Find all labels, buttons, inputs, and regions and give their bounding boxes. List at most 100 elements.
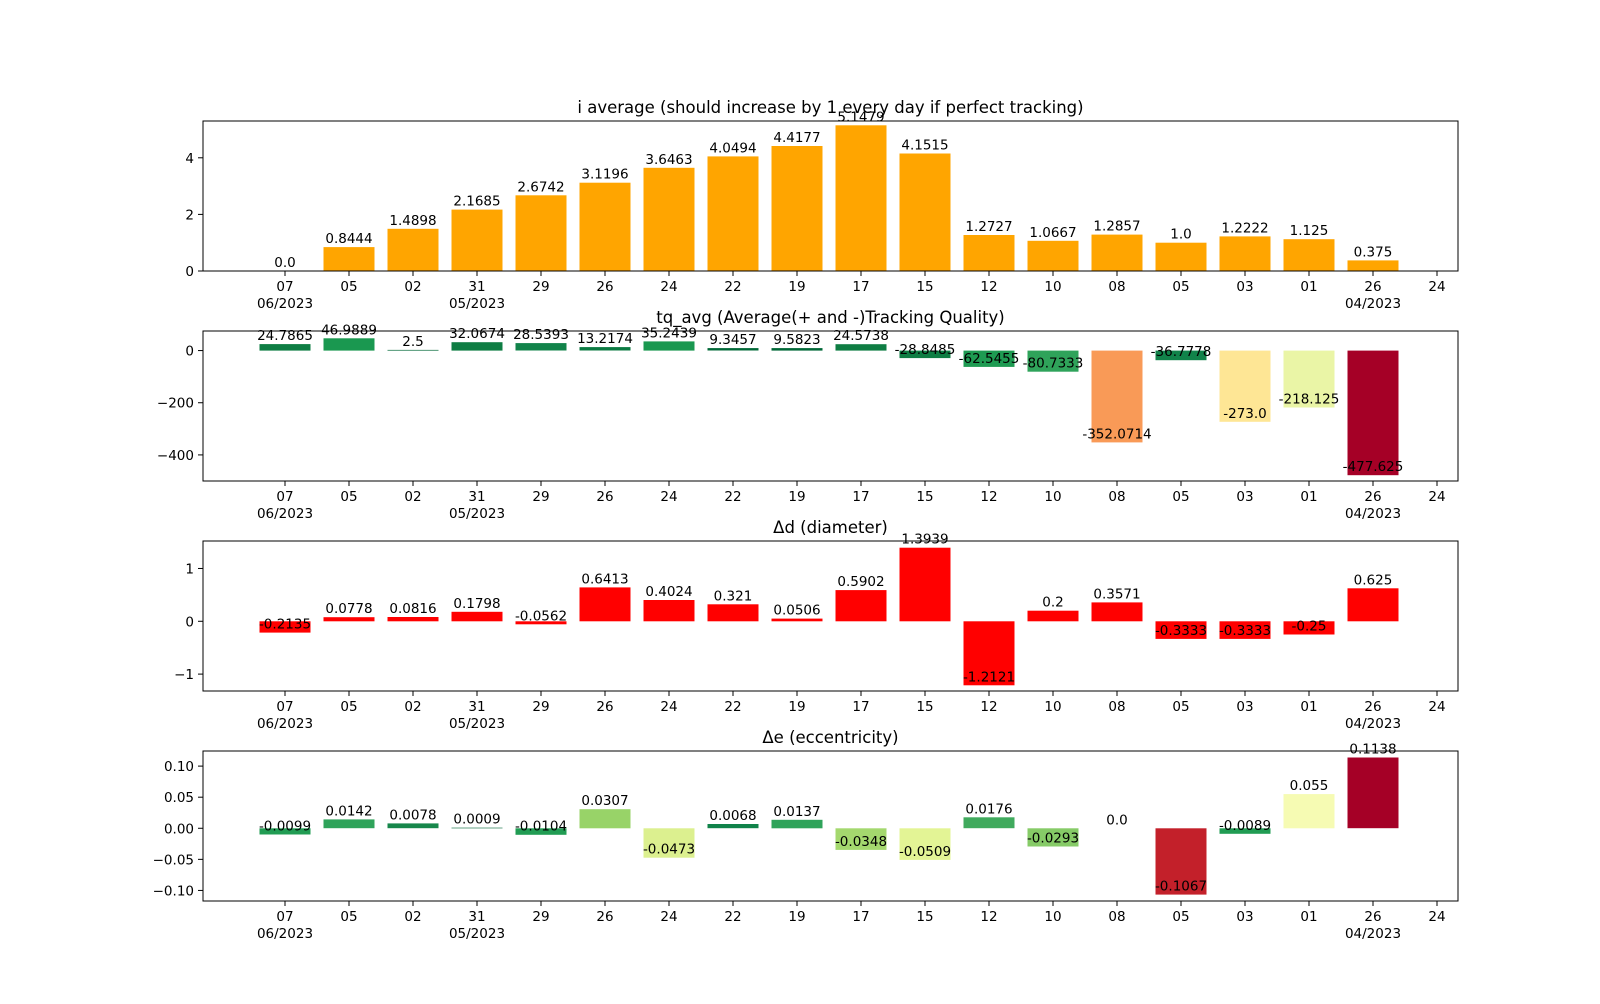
x-tick-month-label: 04/2023: [1345, 296, 1401, 312]
bar: [451, 827, 503, 829]
bar: [643, 167, 695, 271]
x-tick-label: 07: [276, 489, 293, 505]
bar: [835, 125, 887, 271]
x-tick-label: 12: [980, 699, 997, 715]
x-tick-label: 03: [1236, 699, 1253, 715]
bar: [451, 342, 503, 351]
bar-value-label: -0.0104: [515, 819, 567, 835]
bar-value-label: 1.2727: [965, 219, 1012, 235]
x-tick-label: 05: [340, 279, 357, 295]
bar: [387, 617, 439, 622]
x-tick-month-label: 05/2023: [449, 296, 505, 312]
bar: [1347, 757, 1399, 829]
bar: [963, 621, 1015, 686]
bar-value-label: 0.3571: [1093, 586, 1140, 602]
bar-value-label: 2.6742: [517, 179, 564, 195]
subplot-3: -0.2135 0.0778 0.0816 0.1798 -0.0562 0.6413 0.…: [174, 518, 1459, 732]
x-tick-label: 03: [1236, 279, 1253, 295]
bar-value-label: 4.1515: [901, 138, 948, 154]
x-tick-label: 17: [852, 489, 869, 505]
x-tick-month-label: 06/2023: [257, 926, 313, 942]
bar-value-label: 0.625: [1354, 572, 1393, 588]
bar-value-label: 1.0667: [1029, 225, 1076, 241]
bar-value-label: -477.625: [1343, 459, 1404, 475]
y-tick-label: 0: [185, 344, 194, 360]
x-tick-label: 07: [276, 699, 293, 715]
bar: [899, 547, 951, 622]
bar: [643, 341, 695, 351]
x-tick-label: 31: [468, 909, 485, 925]
bar: [1347, 588, 1399, 622]
bar-value-label: 0.0137: [773, 804, 820, 820]
bar: [1027, 610, 1079, 622]
bar: [323, 617, 375, 622]
bar: [1155, 828, 1207, 895]
bar-value-label: 0.375: [1354, 244, 1393, 260]
x-tick-label: 08: [1108, 279, 1125, 295]
x-tick-month-label: 05/2023: [449, 926, 505, 942]
bar: [323, 247, 375, 271]
bar-value-label: 1.2857: [1093, 219, 1140, 235]
bar-value-label: 9.5823: [773, 332, 820, 348]
x-tick-label: 26: [1364, 489, 1381, 505]
x-tick-label: 01: [1300, 909, 1317, 925]
x-tick-label: 24: [660, 909, 677, 925]
y-tick-label: 0.00: [164, 821, 194, 837]
bar-value-label: 0.1138: [1349, 742, 1396, 758]
bar: [1027, 350, 1079, 372]
x-tick-label: 12: [980, 489, 997, 505]
x-tick-label: 02: [404, 699, 421, 715]
bar: [1155, 242, 1207, 271]
bar: [387, 349, 439, 351]
bar-value-label: -352.0714: [1082, 426, 1151, 442]
bar: [1155, 621, 1207, 639]
x-tick-label: 05: [340, 489, 357, 505]
axes-frame: [202, 540, 1459, 692]
y-tick-label: 0: [185, 614, 194, 630]
x-tick-label: 17: [852, 279, 869, 295]
bar-value-label: 0.055: [1290, 778, 1329, 794]
bar-value-label: 0.6413: [581, 571, 628, 587]
bar: [707, 824, 759, 829]
bar: [771, 348, 823, 351]
x-tick-label: 24: [1428, 279, 1445, 295]
bar: [515, 343, 567, 351]
y-tick-label: −400: [157, 448, 194, 464]
bar: [643, 600, 695, 622]
bar: [771, 146, 823, 271]
x-tick-label: 26: [1364, 699, 1381, 715]
x-tick-label: 15: [916, 699, 933, 715]
bar-value-label: -0.0089: [1219, 818, 1271, 834]
x-tick-label: 24: [660, 279, 677, 295]
x-tick-label: 01: [1300, 279, 1317, 295]
bar-value-label: 1.3939: [901, 532, 948, 548]
bar: [259, 828, 311, 835]
x-tick-month-label: 06/2023: [257, 296, 313, 312]
bar-value-label: 1.4898: [389, 213, 436, 229]
x-tick-month-label: 04/2023: [1345, 506, 1401, 522]
bar-value-label: 24.7865: [257, 328, 313, 344]
subplot-4: -0.0099 0.0142 0.0078 0.0009 -0.0104 0.0307 -0…: [153, 728, 1459, 942]
bar: [1155, 350, 1207, 361]
x-tick-label: 05: [1172, 909, 1189, 925]
bar-value-label: -0.0473: [643, 842, 695, 858]
bar-value-label: 0.0068: [709, 808, 756, 824]
bar: [707, 156, 759, 271]
x-tick-label: 26: [1364, 279, 1381, 295]
x-tick-label: 10: [1044, 699, 1061, 715]
x-tick-month-label: 06/2023: [257, 506, 313, 522]
bar: [515, 195, 567, 271]
bar-value-label: 0.0: [1106, 812, 1127, 828]
x-tick-month-label: 05/2023: [449, 506, 505, 522]
x-tick-label: 12: [980, 909, 997, 925]
x-tick-label: 15: [916, 489, 933, 505]
bar-value-label: -0.3333: [1155, 623, 1207, 639]
bar: [707, 604, 759, 622]
x-tick-month-label: 06/2023: [257, 716, 313, 732]
bar-value-label: 35.2439: [641, 325, 697, 341]
bar-value-label: 0.4024: [645, 584, 692, 600]
bar-value-label: -62.5455: [959, 351, 1020, 367]
bar: [451, 209, 503, 271]
bar-value-label: -0.0099: [259, 818, 311, 834]
